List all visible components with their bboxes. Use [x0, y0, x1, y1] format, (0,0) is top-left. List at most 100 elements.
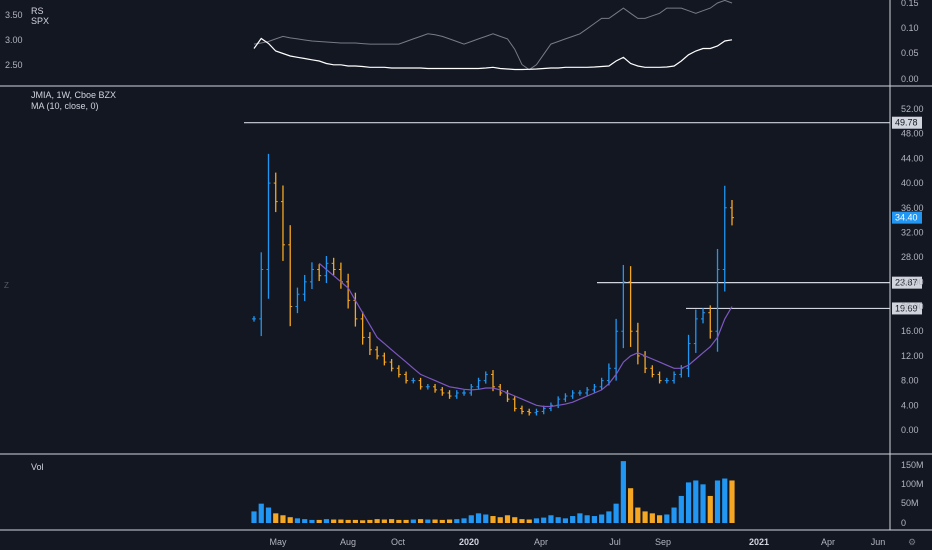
- time-label: Jul: [609, 537, 621, 547]
- time-label: 2020: [459, 537, 479, 547]
- price-subtitle: MA (10, close, 0): [31, 101, 99, 111]
- volume-bar: [628, 488, 634, 523]
- volume-bar: [664, 514, 670, 523]
- price-bars: [252, 153, 734, 416]
- time-label: Aug: [340, 537, 356, 547]
- volume-tick: 50M: [901, 498, 919, 508]
- volume-bar: [265, 507, 272, 523]
- volume-bar: [555, 517, 561, 523]
- price-tick: 12.00: [901, 351, 924, 361]
- volume-bar: [389, 519, 395, 523]
- price-tick: 52.00: [901, 104, 924, 114]
- price-tick: 24.00: [901, 277, 924, 287]
- price-tick: 20.00: [901, 302, 924, 312]
- volume-bar: [490, 516, 496, 523]
- volume-bar: [352, 519, 358, 523]
- volume-bar: [707, 495, 713, 523]
- volume-bar: [258, 503, 264, 523]
- volume-bar: [729, 480, 735, 523]
- volume-bar: [497, 517, 503, 523]
- volume-bar: [345, 519, 351, 523]
- volume-bar: [635, 507, 641, 523]
- volume-bar: [656, 515, 663, 523]
- volume-bar: [685, 482, 692, 523]
- volume-bar: [649, 513, 655, 523]
- volume-bar: [512, 517, 518, 523]
- volume-bar: [294, 518, 301, 523]
- price-tick: 32.00: [901, 227, 924, 237]
- volume-bar: [331, 519, 337, 523]
- horizontal-levels[interactable]: 49.78 23.87 19.69 34.40: [244, 116, 922, 315]
- volume-bar: [613, 503, 619, 523]
- volume-bar: [381, 519, 387, 523]
- ma10-line: [318, 262, 733, 408]
- volume-bar: [519, 519, 525, 523]
- level-tag-bg: [892, 276, 922, 289]
- level-tag-label: 23.87: [895, 278, 918, 288]
- zoom-icon: Z: [4, 281, 9, 290]
- volume-bar: [468, 515, 474, 523]
- rs-right-tick: 0.00: [901, 74, 919, 84]
- time-axis[interactable]: May Aug Oct 2020 Apr Jul Sep 2021 Apr Jun Z ⚙: [4, 281, 916, 547]
- volume-bar: [287, 517, 293, 523]
- volume-bar: [548, 515, 554, 523]
- time-label: Apr: [821, 537, 835, 547]
- price-tick: 36.00: [901, 203, 924, 213]
- volume-bar: [273, 513, 279, 523]
- time-label: Sep: [655, 537, 671, 547]
- time-label: May: [269, 537, 287, 547]
- rs-subtitle: SPX: [31, 16, 50, 26]
- rs-lines: [253, 0, 733, 71]
- volume-bar: [396, 519, 402, 523]
- rs-left-tick: 2.50: [5, 60, 23, 70]
- volume-tick: 100M: [901, 479, 924, 489]
- volume-bar: [504, 515, 511, 523]
- price-axes[interactable]: 3.50 3.00 2.50 0.15 0.10 0.05 0.00 52.00 48.00 44…: [5, 0, 924, 528]
- rs-right-tick: 0.15: [901, 0, 919, 8]
- volume-bar: [446, 519, 453, 523]
- rs-right-tick: 0.10: [901, 23, 919, 33]
- volume-bar: [461, 518, 467, 523]
- volume-bar: [570, 516, 576, 523]
- volume-bars: [251, 461, 735, 523]
- ma-line: [318, 262, 733, 408]
- time-label: Apr: [534, 537, 548, 547]
- volume-bar: [606, 511, 612, 523]
- volume-bar: [439, 519, 445, 523]
- volume-bar: [599, 514, 605, 523]
- rs-title: RS: [31, 6, 44, 16]
- volume-bar: [722, 478, 728, 523]
- volume-bar: [642, 511, 648, 523]
- volume-bar: [417, 519, 424, 523]
- time-label: Jun: [871, 537, 886, 547]
- volume-tick: 0: [901, 518, 906, 528]
- volume-bar: [360, 520, 366, 523]
- volume-bar: [280, 515, 286, 523]
- volume-bar: [251, 511, 257, 523]
- volume-bar: [526, 519, 532, 523]
- volume-bar: [432, 519, 438, 523]
- rs-right-tick: 0.05: [901, 48, 919, 58]
- rs-left-tick: 3.00: [5, 35, 23, 45]
- settings-gear-icon[interactable]: ⚙: [908, 537, 916, 547]
- rs-left-tick: 3.50: [5, 10, 23, 20]
- volume-bar: [367, 519, 373, 523]
- volume-bar: [620, 461, 626, 523]
- price-tick: 8.00: [901, 376, 919, 386]
- volume-bar: [541, 517, 547, 523]
- volume-bar: [483, 514, 489, 523]
- volume-bar: [374, 519, 380, 523]
- time-label: 2021: [749, 537, 769, 547]
- volume-bar: [410, 519, 416, 523]
- spx-line: [253, 0, 733, 71]
- volume-bar: [591, 516, 597, 523]
- volume-bar: [584, 515, 590, 523]
- level-tag-label: 49.78: [895, 118, 918, 128]
- volume-bar: [403, 519, 409, 523]
- volume-bar: [577, 513, 583, 523]
- pane-frames: [0, 0, 932, 531]
- volume-bar: [454, 519, 460, 523]
- price-tick: 16.00: [901, 326, 924, 336]
